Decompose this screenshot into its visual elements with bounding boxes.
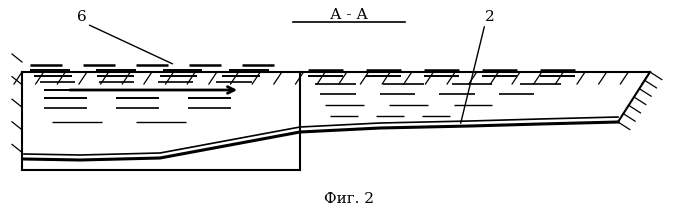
Text: 2: 2: [485, 10, 495, 24]
Text: 6: 6: [77, 10, 87, 24]
Text: А - А: А - А: [330, 8, 368, 22]
Text: Фиг. 2: Фиг. 2: [324, 192, 374, 206]
